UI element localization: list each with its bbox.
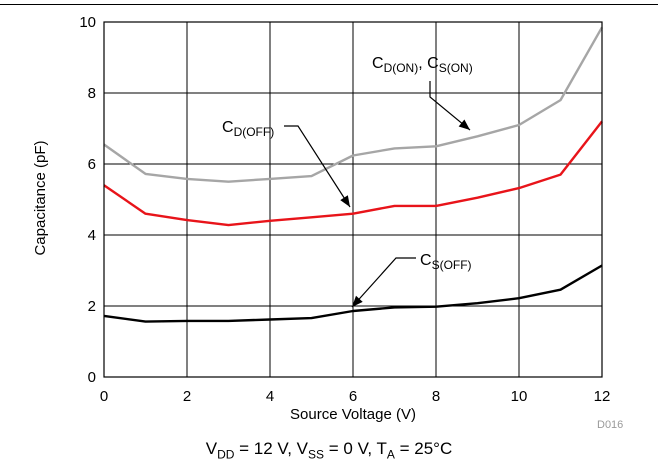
x-tick-label: 6 xyxy=(349,388,357,405)
y-tick-label: 8 xyxy=(88,85,96,102)
y-tick-label: 6 xyxy=(88,156,96,173)
page-top-rule xyxy=(0,4,658,5)
y-tick-label: 2 xyxy=(88,298,96,315)
y-axis-label: Capacitance (pF) xyxy=(32,140,49,255)
plot-frame xyxy=(103,21,603,378)
series-label-cdoff: CD(OFF) xyxy=(222,119,274,139)
y-tick-label: 4 xyxy=(88,227,96,244)
y-tick-label: 10 xyxy=(79,14,96,31)
y-tick-label: 0 xyxy=(88,369,96,386)
series-line-cdoff xyxy=(103,120,603,227)
series-line-cdon_son xyxy=(103,26,604,183)
series-annotations: CD(ON), CS(ON) CD(OFF) CS(OFF) xyxy=(222,55,473,308)
series-label-cdon_son: CD(ON), CS(ON) xyxy=(372,55,473,75)
arrowhead-cdoff xyxy=(340,195,350,207)
series-label-csoff: CS(OFF) xyxy=(420,252,472,272)
arrowhead-cdon_son xyxy=(458,119,470,130)
figure-code: D016 xyxy=(597,419,624,431)
grid xyxy=(104,22,602,377)
series-line-csoff xyxy=(103,264,603,323)
conditions-caption: VDD = 12 V, VSS = 0 V, TA = 25°C xyxy=(205,439,453,462)
x-tick-label: 2 xyxy=(183,388,191,405)
x-tick-label: 10 xyxy=(511,388,528,405)
x-axis-label: Source Voltage (V) xyxy=(290,406,416,423)
tick-labels: 0 2 4 6 8 10 12 0 2 4 6 8 10 xyxy=(79,14,610,405)
leader-line-cdoff xyxy=(284,125,351,208)
x-tick-label: 0 xyxy=(100,388,108,405)
leader-line-csoff xyxy=(351,257,416,308)
x-tick-label: 12 xyxy=(594,388,611,405)
arrowhead-csoff xyxy=(352,295,363,307)
series-lines xyxy=(103,26,604,323)
leader-line-cdon_son xyxy=(429,81,471,131)
x-tick-label: 8 xyxy=(432,388,440,405)
x-tick-label: 4 xyxy=(266,388,274,405)
